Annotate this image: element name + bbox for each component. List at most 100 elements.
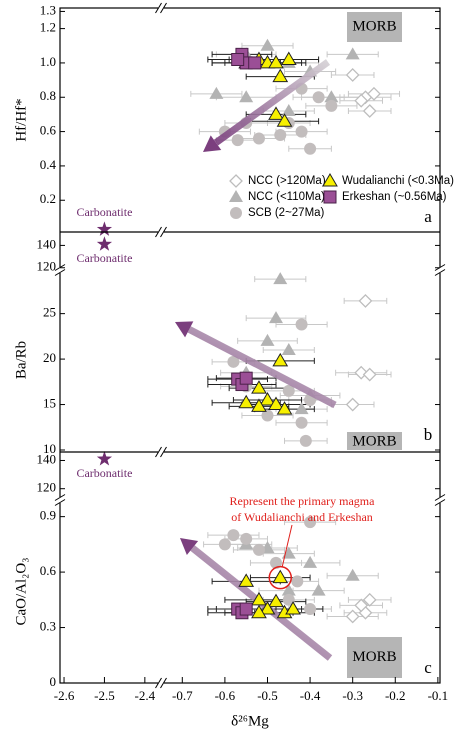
carbonatite-label: Carbonatite [76,205,132,219]
axis-break-gap [158,679,164,687]
data-point [252,543,265,556]
data-point [238,394,255,409]
data-point [260,333,275,346]
trend-arrowhead [175,321,194,338]
trend-arrowhead [180,538,199,556]
data-point [304,142,317,155]
data-point [291,575,304,588]
data-point [274,129,287,142]
legend-label: NCC (<110Ma) [248,191,325,203]
axis-break-gap [436,267,444,273]
axis-break-gap [158,4,164,12]
panel-label: b [424,425,433,444]
y-tick-label: 15 [43,396,56,411]
data-point [345,609,360,624]
data-point [261,409,274,422]
x-tick-label: -2.5 [94,688,115,703]
data-point [209,86,224,99]
y-tick-label: 140 [37,236,57,251]
data-point [238,573,255,587]
axis-break [54,499,66,506]
data-point [285,601,301,615]
data-point [268,54,284,69]
axis-break [434,494,446,501]
axis-break-gap [436,497,444,503]
legend-marker [230,207,242,219]
trend-arrow [213,59,331,146]
axis-break [160,677,167,689]
data-point [259,601,276,615]
panel-label: a [424,207,432,226]
x-axis-label: δ²⁶Mg [231,713,269,729]
morb-box [347,637,402,678]
axis-break [54,494,66,501]
y-tick-label: 0.6 [40,563,57,578]
y-tick-label: 0.4 [40,157,57,172]
x-tick-label: -0.3 [342,688,363,703]
data-point [345,568,360,581]
data-point [276,401,293,415]
data-point [260,38,275,51]
annotation-leader [281,524,293,567]
trend-arrow [187,326,337,409]
data-point [231,52,245,66]
morb-box [347,432,402,450]
y-tick-label: 1.3 [40,2,56,17]
panel-label: c [424,658,432,677]
morb-label: MORB [352,18,396,34]
data-point [325,99,338,112]
data-point [272,569,289,584]
data-point [239,90,254,103]
y-axis-label: Hf/Hf* [13,98,29,141]
legend-label: Wudalianchi (<0.3Ma) [342,175,454,187]
data-point [324,90,339,103]
y-tick-label: 0.6 [40,123,57,138]
y-tick-label: 120 [37,480,57,495]
data-point [345,47,360,60]
x-tick-label: -2.6 [54,688,75,703]
data-point [312,91,325,104]
x-tick-label: -0.5 [257,688,278,703]
data-point [96,451,113,466]
morb-label: MORB [352,433,396,449]
y-axis-label: Ba/Rb [13,341,29,379]
data-point [259,392,276,406]
data-point [282,593,295,606]
axis-break [155,677,162,689]
data-point [268,396,284,411]
morb-box [347,12,402,42]
morb-label: MORB [352,649,396,665]
data-point [273,272,288,285]
y-tick-label: 0 [50,674,57,689]
data-point [231,134,244,147]
legend-marker [322,173,338,187]
data-point [251,604,267,619]
x-tick-label: -2.4 [135,688,156,703]
y-tick-label: 0.8 [40,88,56,103]
axis-break [160,2,167,14]
data-point [295,125,308,138]
axis-break [155,2,162,14]
annotation-text: of Wudalianchi and Erkeshan [231,510,373,524]
x-tick-label: -0.4 [300,688,321,703]
data-point [367,86,381,101]
x-tick-label: -0.1 [428,688,449,703]
data-point [268,593,284,608]
annotation-circle [268,565,293,590]
data-point [251,398,267,412]
axis-break [155,226,162,238]
data-point [303,555,318,568]
data-point [295,416,308,429]
axis-break [434,499,446,506]
data-point [281,103,296,116]
legend-marker [229,190,243,202]
y-tick-label: 140 [37,451,57,466]
axis-break [434,269,446,276]
data-point [248,56,262,70]
data-point [276,113,293,127]
data-point [269,311,284,324]
y-tick-label: 20 [43,350,56,365]
y-tick-label: 25 [43,305,56,320]
data-point [345,68,360,82]
